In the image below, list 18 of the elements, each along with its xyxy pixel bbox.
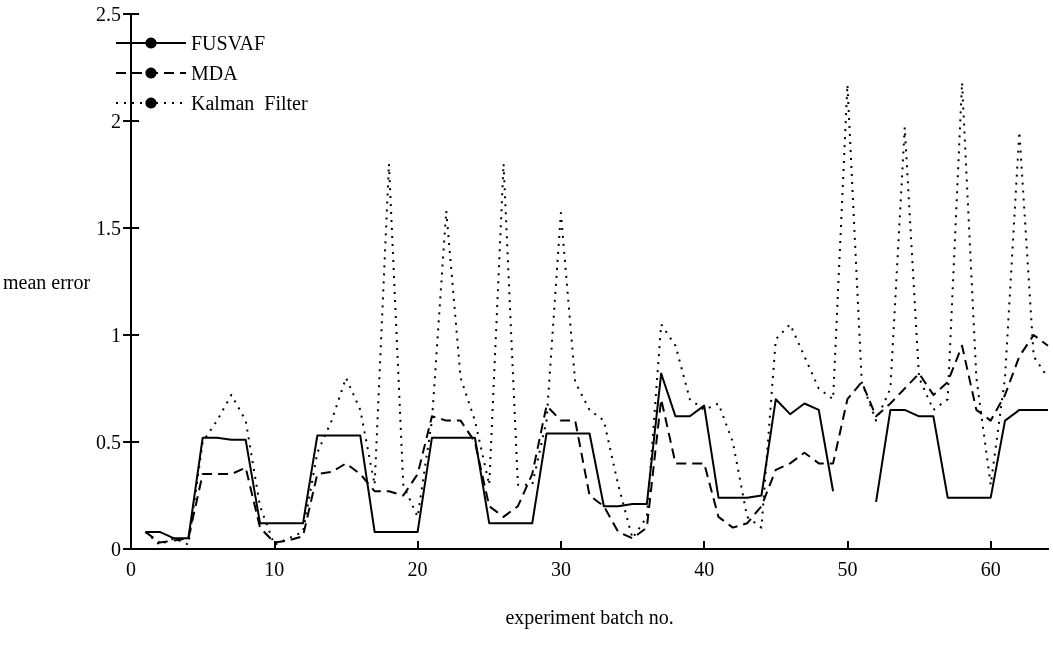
y-tick-label: 1.5 <box>96 217 122 239</box>
x-tick-label: 20 <box>407 558 428 580</box>
y-tick-label: 2.5 <box>96 3 122 25</box>
legend-label: Kalman Filter <box>191 92 308 114</box>
legend-label: MDA <box>191 62 239 84</box>
x-tick-label: 40 <box>694 558 715 580</box>
y-tick-label: 0.5 <box>96 431 122 453</box>
y-tick-label: 1 <box>111 324 122 346</box>
y-tick-label: 2 <box>111 110 122 132</box>
legend-label: FUSVAF <box>191 32 266 54</box>
x-tick-label: 50 <box>837 558 858 580</box>
y-axis-title: mean error <box>3 270 91 293</box>
x-axis-title: experiment batch no. <box>505 606 674 629</box>
x-tick-label: 60 <box>980 558 1001 580</box>
x-tick-label: 10 <box>264 558 285 580</box>
x-tick-label: 30 <box>550 558 571 580</box>
y-tick-label: 0 <box>111 538 122 560</box>
x-tick-label: 0 <box>126 558 137 580</box>
